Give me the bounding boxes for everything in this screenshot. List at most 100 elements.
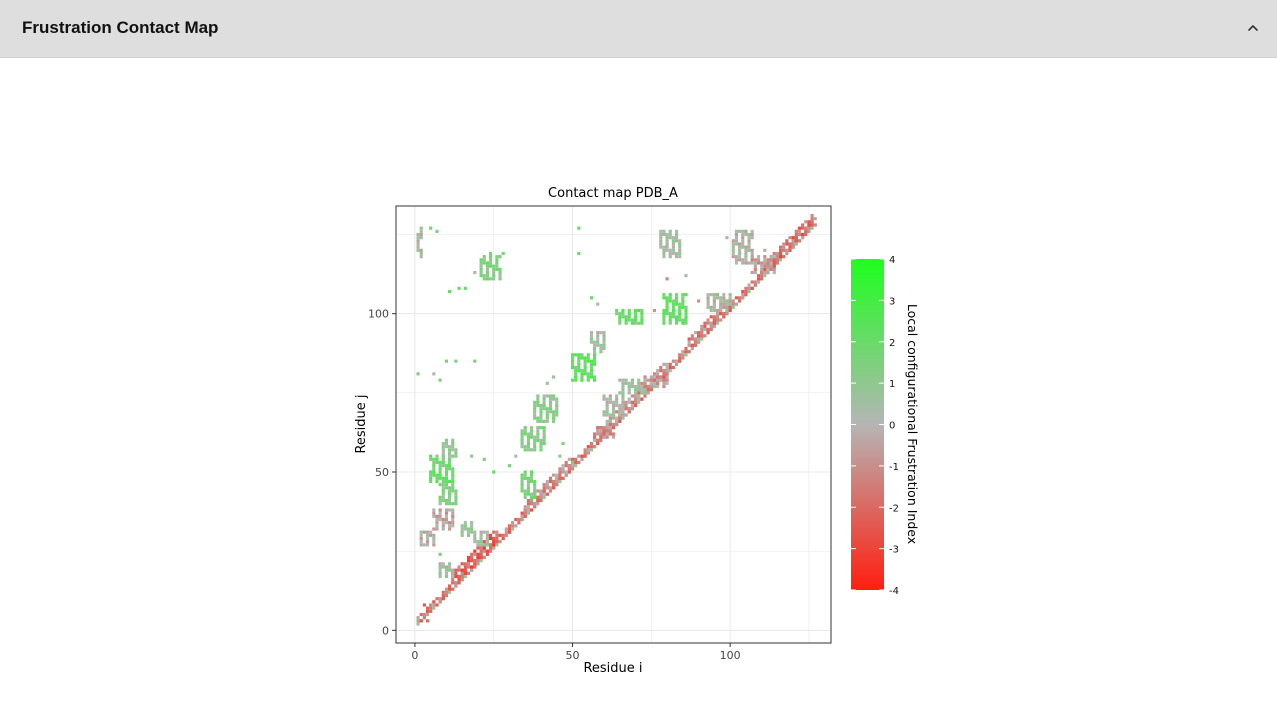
contact-cell bbox=[432, 372, 436, 376]
contact-cell bbox=[495, 264, 499, 268]
contact-cell bbox=[741, 239, 745, 243]
contact-cell bbox=[674, 362, 679, 366]
contact-cell bbox=[712, 308, 716, 313]
contact-cell bbox=[419, 530, 423, 534]
contact-cell bbox=[719, 302, 723, 306]
contact-cell bbox=[451, 524, 455, 528]
contact-cell bbox=[451, 502, 455, 506]
contact-cell bbox=[523, 508, 527, 512]
contact-cell bbox=[523, 514, 527, 518]
contact-cell bbox=[536, 416, 540, 420]
contact-cell bbox=[630, 384, 634, 389]
colorbar-tick-label: 4 bbox=[889, 255, 895, 266]
contact-cell bbox=[448, 479, 452, 484]
contact-cell bbox=[425, 606, 430, 610]
contact-cell bbox=[684, 315, 688, 319]
contact-cell bbox=[432, 527, 436, 531]
contact-cell bbox=[438, 470, 442, 474]
contact-cell bbox=[479, 555, 483, 560]
contact-cell bbox=[709, 315, 713, 319]
contact-cell bbox=[460, 533, 464, 537]
contact-cell bbox=[690, 334, 694, 338]
contact-cell bbox=[722, 293, 726, 297]
contact-cell bbox=[495, 533, 499, 537]
contact-cell bbox=[722, 299, 726, 303]
contact-cell bbox=[429, 470, 433, 474]
contact-cell bbox=[542, 486, 546, 490]
contact-cell bbox=[444, 359, 449, 363]
contact-cell bbox=[693, 343, 698, 347]
contact-cell bbox=[703, 324, 707, 328]
contact-cell bbox=[738, 248, 742, 252]
contact-cell bbox=[454, 359, 458, 363]
contact-cell bbox=[709, 308, 713, 313]
colorbar-tick-label: 3 bbox=[889, 296, 895, 307]
contact-cell bbox=[668, 255, 672, 259]
contact-cell bbox=[523, 448, 527, 452]
contact-cell bbox=[813, 223, 817, 227]
contact-cell bbox=[738, 229, 742, 233]
contact-cell bbox=[539, 419, 543, 423]
contact-cell bbox=[416, 616, 420, 620]
contact-cell bbox=[769, 267, 773, 271]
contact-cell bbox=[482, 546, 486, 550]
contact-cell bbox=[438, 464, 442, 468]
contact-cell bbox=[807, 229, 811, 233]
contact-cell bbox=[668, 318, 672, 322]
contact-cell bbox=[444, 464, 449, 468]
contact-cell bbox=[794, 236, 798, 240]
contact-cell bbox=[435, 524, 439, 528]
contact-cell bbox=[659, 242, 663, 246]
contact-cell bbox=[646, 388, 650, 392]
contact-cell bbox=[441, 498, 445, 503]
contact-cell bbox=[665, 299, 669, 303]
contact-cell bbox=[750, 232, 754, 237]
contact-cell bbox=[485, 552, 489, 556]
contact-cell bbox=[444, 574, 449, 579]
contact-cell bbox=[416, 242, 420, 246]
contact-cell bbox=[438, 508, 442, 512]
contact-cell bbox=[630, 407, 634, 411]
contact-cell bbox=[539, 410, 543, 414]
contact-cell bbox=[637, 308, 641, 313]
contact-cell bbox=[674, 229, 679, 233]
contact-cell bbox=[678, 312, 682, 316]
contact-cell bbox=[633, 394, 638, 398]
contact-cell bbox=[640, 312, 644, 316]
contact-cell bbox=[611, 422, 616, 427]
contact-cell bbox=[763, 274, 767, 278]
contact-cell bbox=[725, 312, 729, 316]
contact-cell bbox=[548, 486, 553, 490]
contact-cell bbox=[577, 359, 581, 363]
contact-cell bbox=[488, 546, 493, 550]
contact-cell bbox=[712, 293, 716, 297]
contact-cell bbox=[504, 533, 508, 537]
contact-cell bbox=[492, 536, 496, 541]
contact-cell bbox=[429, 606, 433, 610]
contact-cell bbox=[760, 264, 764, 268]
contact-cell bbox=[760, 277, 764, 281]
contact-cell bbox=[539, 492, 543, 496]
contact-cell bbox=[564, 460, 568, 465]
contact-cell bbox=[536, 495, 540, 499]
chevron-up-icon[interactable] bbox=[1243, 17, 1263, 37]
contact-cell bbox=[611, 407, 616, 411]
contact-cell bbox=[627, 384, 631, 389]
contact-cell bbox=[719, 296, 723, 300]
contact-cell bbox=[511, 524, 515, 528]
contact-cell bbox=[656, 381, 660, 385]
contact-cell bbox=[763, 267, 767, 271]
contact-cell bbox=[444, 498, 449, 503]
contact-cell bbox=[448, 464, 452, 468]
contact-cell bbox=[580, 372, 584, 376]
contact-cell bbox=[602, 435, 606, 439]
contact-cell bbox=[520, 489, 524, 493]
contact-cell bbox=[712, 302, 716, 306]
contact-cell bbox=[580, 454, 584, 458]
contact-cell bbox=[756, 280, 761, 284]
contact-cell bbox=[712, 296, 716, 300]
contact-cell bbox=[637, 394, 641, 398]
contact-cell bbox=[482, 258, 486, 262]
contact-cell bbox=[715, 318, 720, 322]
contact-cell bbox=[618, 318, 622, 322]
